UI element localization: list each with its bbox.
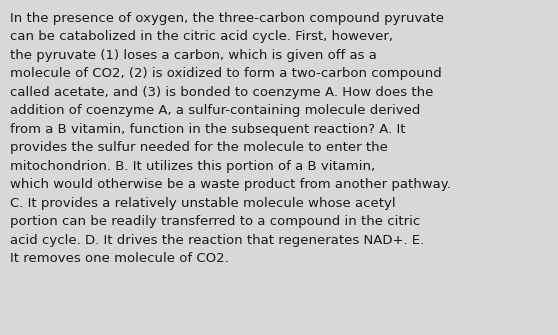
Text: In the presence of oxygen, the three-carbon compound pyruvate
can be catabolized: In the presence of oxygen, the three-car… bbox=[10, 12, 451, 265]
